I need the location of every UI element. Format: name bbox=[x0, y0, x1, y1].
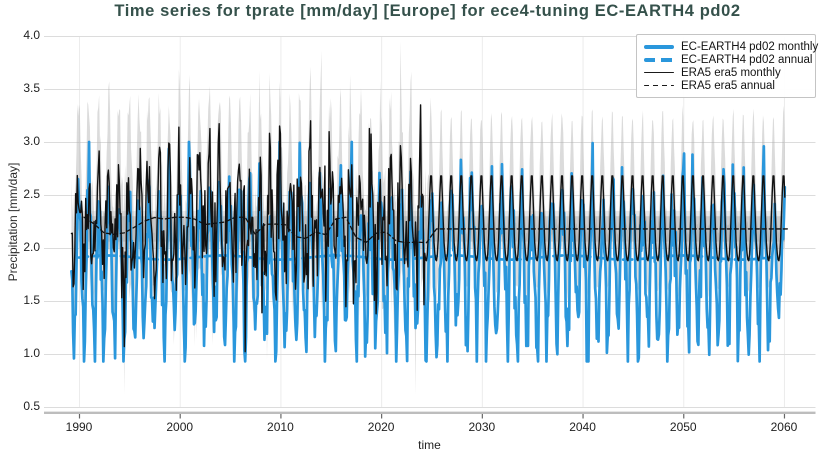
legend-line-swatch-icon bbox=[644, 84, 674, 87]
legend-item-label: EC-EARTH4 pd02 monthly bbox=[681, 40, 819, 53]
x-tick-label: 2020 bbox=[367, 420, 395, 434]
x-tick-label: 2000 bbox=[166, 420, 194, 434]
legend-item-label: ERA5 era5 annual bbox=[681, 79, 775, 92]
x-tick-label: 2060 bbox=[770, 420, 798, 434]
legend-item-label: ERA5 era5 monthly bbox=[681, 66, 781, 79]
x-tick-label: 2050 bbox=[669, 420, 697, 434]
x-tick-label: 1990 bbox=[65, 420, 93, 434]
y-tick-label: 3.5 bbox=[23, 81, 40, 95]
x-tick-label: 2010 bbox=[267, 420, 294, 434]
legend-line-swatch-icon bbox=[644, 71, 674, 74]
y-tick-label: 3.0 bbox=[23, 134, 40, 148]
legend-item: ERA5 era5 monthly bbox=[644, 66, 807, 79]
x-tick-label: 2030 bbox=[468, 420, 496, 434]
legend-item: ERA5 era5 annual bbox=[644, 79, 807, 92]
legend-item-label: EC-EARTH4 pd02 annual bbox=[681, 53, 813, 66]
y-tick-label: 2.0 bbox=[23, 240, 40, 254]
legend: EC-EARTH4 pd02 monthly EC-EARTH4 pd02 ann… bbox=[636, 34, 818, 98]
legend-item: EC-EARTH4 pd02 monthly bbox=[644, 40, 818, 53]
y-tick-label: 2.5 bbox=[23, 187, 40, 201]
y-tick-label: 1.0 bbox=[23, 346, 40, 360]
y-axis-label: Precipitation [mm/day] bbox=[6, 162, 20, 282]
x-axis-label: time bbox=[418, 438, 441, 452]
legend-line-swatch-icon bbox=[644, 57, 674, 62]
y-tick-label: 4.0 bbox=[23, 28, 40, 42]
chart-title: Time series for tprate [mm/day] [Europe]… bbox=[114, 2, 741, 20]
y-tick-label: 1.5 bbox=[23, 293, 40, 307]
legend-item: EC-EARTH4 pd02 annual bbox=[644, 53, 812, 66]
y-tick-label: 0.5 bbox=[23, 399, 40, 413]
x-tick-label: 2040 bbox=[569, 420, 596, 434]
legend-line-swatch-icon bbox=[644, 44, 674, 49]
